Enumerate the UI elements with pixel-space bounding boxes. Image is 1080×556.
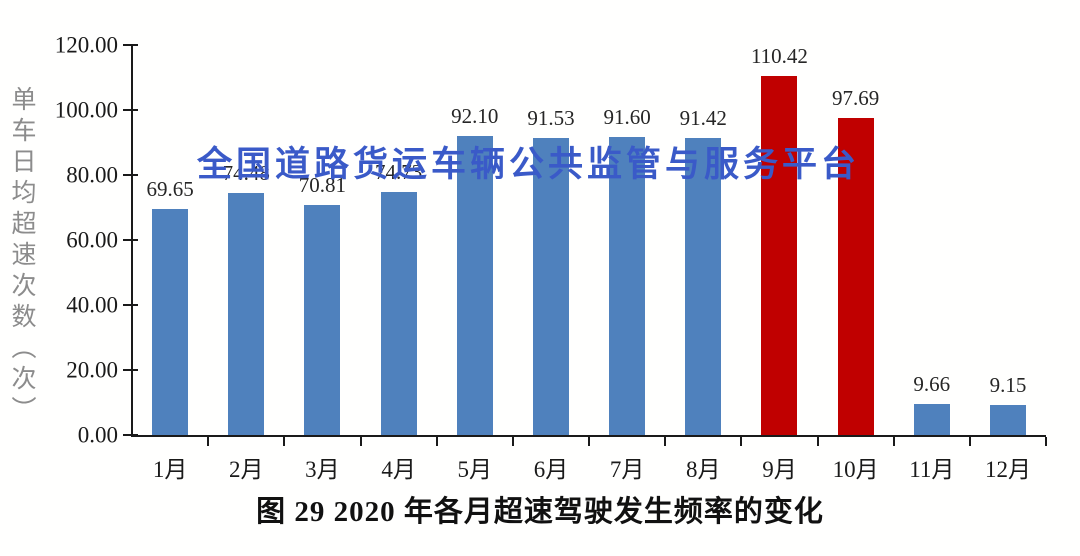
x-tick-label-10月: 10月 <box>832 457 879 482</box>
x-tick-mark <box>740 437 743 446</box>
x-axis-line <box>131 435 1046 437</box>
bar-value-label: 91.60 <box>603 105 651 130</box>
x-tick-label-2月: 2月 <box>229 457 264 482</box>
bar-value-label: 91.53 <box>527 105 575 130</box>
x-tick-mark <box>588 437 590 446</box>
x-tick-mark <box>664 437 667 446</box>
x-tick-mark <box>511 437 514 446</box>
x-tick-mark <box>1045 437 1047 446</box>
x-tick-mark <box>892 437 895 446</box>
bar-value-label: 92.10 <box>451 103 499 128</box>
bar-value-label: 74.48 <box>222 160 270 185</box>
bar-slot-9月: 110.42 <box>741 45 817 435</box>
y-tick-mark <box>123 109 138 111</box>
y-tick-mark <box>123 304 138 306</box>
bar-1月 <box>152 208 189 435</box>
bar-slot-8月: 91.42 <box>665 45 741 435</box>
bar-value-label: 70.81 <box>298 172 347 197</box>
bar-value-label: 9.15 <box>989 373 1027 398</box>
bar-slot-2月: 74.48 <box>208 45 284 435</box>
y-tick-mark <box>123 44 138 46</box>
bar-8月 <box>685 137 722 435</box>
x-tick-label-7月: 7月 <box>609 457 645 482</box>
bar-slot-4月: 74.73 <box>361 45 437 435</box>
bar-4月 <box>380 192 417 435</box>
y-tick-label: 0.00 <box>77 422 118 448</box>
y-tick-label: 60.00 <box>66 227 118 253</box>
bar-slot-7月: 91.60 <box>589 45 665 435</box>
bar-value-label: 97.69 <box>832 85 880 110</box>
y-tick-mark <box>123 434 138 436</box>
x-tick-label-8月: 8月 <box>686 457 721 482</box>
x-axis-labels: 1月 2月 3月 4月 5月 6月 7月 8月 9月 10月 11月 12月 <box>132 450 1046 484</box>
y-tick-label: 120.00 <box>54 32 118 58</box>
bar-slot-11月: 9.66 <box>894 45 970 435</box>
x-tick-label-5月: 5月 <box>457 457 493 482</box>
y-axis-line <box>131 45 133 437</box>
bar-value-label: 74.73 <box>374 160 423 185</box>
watermark-text: 全国道路货运车辆公共监管与服务平台 <box>197 145 861 185</box>
bar-value-label: 91.42 <box>679 105 727 130</box>
bar-5月 <box>456 135 493 435</box>
y-tick-label: 80.00 <box>66 162 118 188</box>
x-tick-mark <box>435 437 438 446</box>
bar-slot-3月: 70.81 <box>284 45 360 435</box>
y-tick-mark <box>123 239 138 241</box>
chart-title: 图 29 2020 年各月超速驾驶发生频率的变化 <box>256 496 824 528</box>
x-tick-mark <box>816 437 819 446</box>
bar-2月 <box>228 192 265 435</box>
bar-9月 <box>761 76 798 435</box>
x-tick-label-9月: 9月 <box>762 457 797 482</box>
bars-area: 69.65 74.48 70.81 74.73 92.10 91.53 91.60 91.42… <box>132 45 1046 435</box>
x-tick-mark <box>207 437 210 446</box>
bar-slot-5月: 92.10 <box>437 45 513 435</box>
x-tick-label-6月: 6月 <box>533 457 569 482</box>
bar-6月 <box>532 137 569 435</box>
bar-slot-1月: 69.65 <box>132 45 208 435</box>
bar-12月 <box>989 405 1026 435</box>
y-tick-mark <box>123 369 138 371</box>
bar-slot-6月: 91.53 <box>513 45 589 435</box>
y-tick-mark <box>123 174 138 176</box>
y-tick-label: 40.00 <box>66 292 118 318</box>
bar-slot-10月: 97.69 <box>818 45 894 435</box>
bar-value-label: 110.42 <box>750 44 808 69</box>
bar-10月 <box>837 117 874 435</box>
x-tick-label-3月: 3月 <box>305 457 340 482</box>
bar-7月 <box>609 137 646 435</box>
x-tick-label-4月: 4月 <box>381 457 416 482</box>
y-axis-title: 单车日均超速次数（次） <box>8 86 37 427</box>
x-tick-mark <box>359 437 362 446</box>
bar-11月 <box>913 403 950 435</box>
x-tick-mark <box>968 437 971 446</box>
x-tick-label-1月: 1月 <box>152 457 188 482</box>
bar-value-label: 9.66 <box>913 371 951 396</box>
x-tick-label-12月: 12月 <box>984 457 1031 482</box>
bar-slot-12月: 9.15 <box>970 45 1046 435</box>
bar-3月 <box>304 204 341 435</box>
x-tick-mark <box>283 437 286 446</box>
x-tick-label-11月: 11月 <box>909 457 955 482</box>
y-tick-label: 20.00 <box>66 357 118 383</box>
bar-value-label: 69.65 <box>146 176 194 201</box>
y-tick-label: 100.00 <box>54 97 118 123</box>
